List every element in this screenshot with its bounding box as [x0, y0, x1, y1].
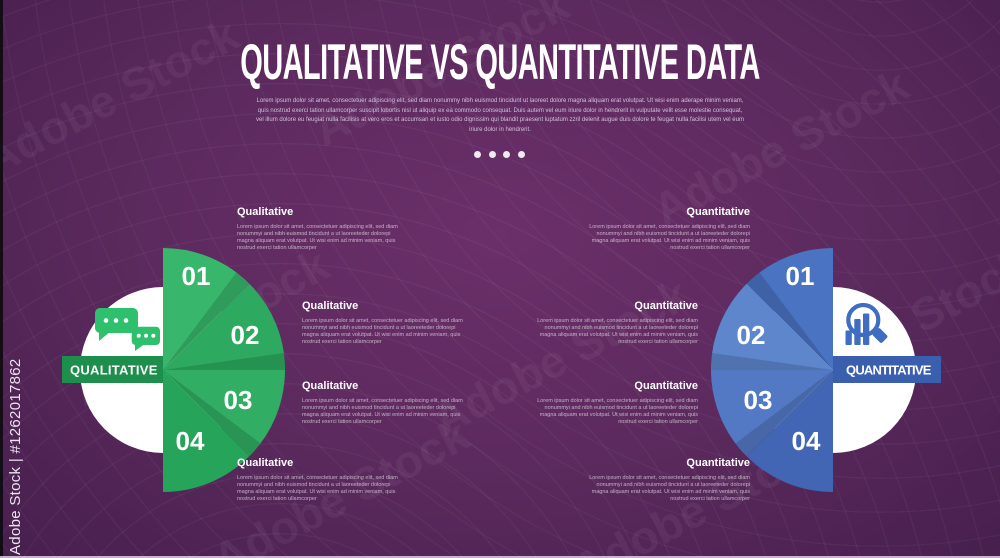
bottom-edge-strip	[0, 556, 1000, 558]
slice-number-04: 04	[176, 426, 205, 456]
page-title: QUALITATIVE VS QUANTITATIVE DATA	[240, 34, 760, 90]
block-body: Lorem ipsum dolor sit amet, consectetuer…	[589, 475, 750, 502]
block-heading: Qualitative	[302, 300, 359, 312]
qualitative-pie-chart: QUALITATIVE 01 02 03 04	[62, 247, 285, 492]
block-body: Lorem ipsum dolor sit amet, consectetuer…	[537, 398, 698, 425]
qualitative-block-2: Qualitative Lorem ipsum dolor sit amet, …	[302, 300, 467, 346]
quantitative-block-4: Quantitative Lorem ipsum dolor sit amet,…	[585, 457, 750, 503]
slice-number-01: 01	[786, 261, 815, 291]
slice-fold-shadow	[735, 370, 833, 457]
qualitative-block-1: Qualitative Lorem ipsum dolor sit amet, …	[237, 206, 402, 252]
quantitative-block-3: Quantitative Lorem ipsum dolor sit amet,…	[533, 380, 698, 426]
divider-dot	[488, 151, 496, 158]
block-body: Lorem ipsum dolor sit amet, consectetuer…	[537, 318, 698, 345]
divider-dot	[503, 151, 510, 158]
quantitative-banner-label: QUANTITATIVE	[846, 363, 932, 378]
block-heading: Quantitative	[686, 457, 750, 469]
slice-fold-shadow	[163, 353, 285, 370]
slice-fold-shadow	[163, 272, 250, 370]
qualitative-banner	[62, 356, 166, 383]
slice-number-02: 02	[231, 320, 260, 350]
magnifier-bar-chart-icon	[845, 302, 888, 345]
qualitative-block-4: Qualitative Lorem ipsum dolor sit amet, …	[237, 457, 402, 503]
pie-slice-04	[746, 370, 833, 492]
pie-slice-02	[711, 283, 833, 370]
pie-slice-01	[163, 247, 250, 370]
pie-slice-03	[711, 370, 833, 457]
block-heading: Qualitative	[237, 457, 294, 469]
slice-number-01: 01	[182, 261, 211, 291]
block-heading: Qualitative	[237, 206, 294, 218]
quantitative-banner	[833, 356, 941, 383]
block-body: Lorem ipsum dolor sit amet, consectetuer…	[302, 398, 463, 425]
stock-edge-strip	[0, 0, 3, 558]
block-heading: Quantitative	[634, 300, 698, 312]
slice-number-03: 03	[224, 385, 253, 415]
block-body: Lorem ipsum dolor sit amet, consectetuer…	[237, 475, 398, 502]
magnifier-handle	[872, 328, 888, 343]
stock-id-label: Adobe Stock | #1262017862	[7, 358, 24, 555]
divider-dots	[474, 151, 525, 158]
pie-slice-02	[163, 283, 285, 370]
block-body: Lorem ipsum dolor sit amet, consectetuer…	[589, 224, 750, 251]
block-heading: Quantitative	[686, 206, 750, 218]
block-heading: Quantitative	[634, 380, 698, 392]
quantitative-block-1: Quantitative Lorem ipsum dolor sit amet,…	[585, 206, 750, 252]
slice-fold-shadow	[746, 272, 833, 370]
pie-slice-03	[163, 370, 285, 457]
block-heading: Qualitative	[302, 380, 359, 392]
pie-slice-04	[163, 370, 250, 492]
slice-number-04: 04	[792, 426, 821, 456]
page-subtitle: Lorem ipsum dolor sit amet, consectetuer…	[256, 98, 744, 134]
qualitative-banner-label: QUALITATIVE	[70, 363, 158, 378]
qualitative-block-3: Qualitative Lorem ipsum dolor sit amet, …	[302, 380, 467, 426]
slice-number-03: 03	[744, 385, 773, 415]
block-body: Lorem ipsum dolor sit amet, consectetuer…	[237, 224, 398, 251]
slice-fold-shadow	[711, 353, 833, 370]
pie-slice-01	[746, 247, 833, 370]
quantitative-block-2: Quantitative Lorem ipsum dolor sit amet,…	[533, 300, 698, 346]
slice-number-02: 02	[737, 320, 766, 350]
block-body: Lorem ipsum dolor sit amet, consectetuer…	[302, 318, 463, 345]
quantitative-pie-chart: QUANTITATIVE 01 02 03 04	[711, 247, 941, 492]
slice-fold-shadow	[163, 370, 261, 457]
divider-dot	[517, 151, 525, 158]
divider-dot	[474, 151, 481, 158]
chat-bubbles-icon	[95, 308, 160, 351]
